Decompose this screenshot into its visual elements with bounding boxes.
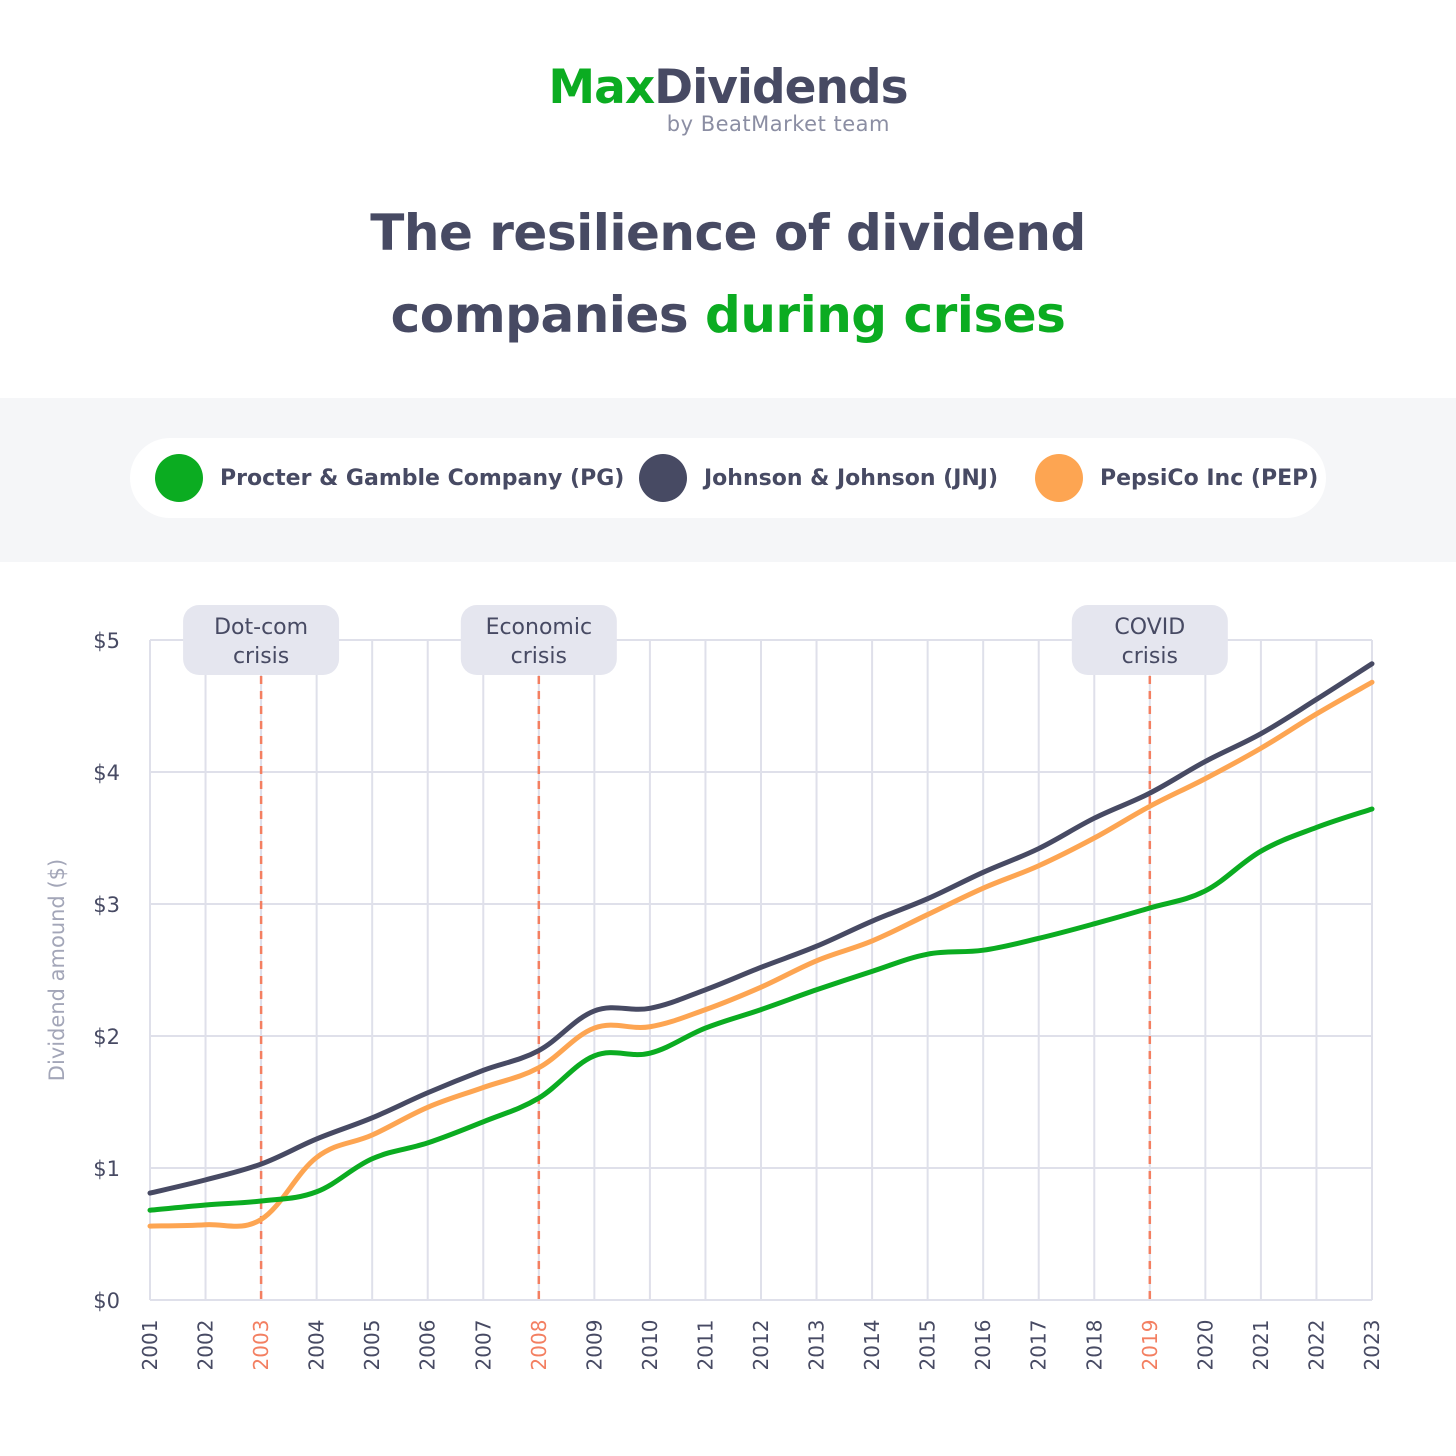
series-line [147, 806, 1375, 1213]
legend-label-jnj: Johnson & Johnson (JNJ) [704, 465, 999, 491]
x-tick-label: 2012 [749, 1320, 773, 1371]
legend-item-pep: PepsiCo Inc (PEP) [1035, 454, 1318, 502]
legend-item-pg: Procter & Gamble Company (PG) [155, 454, 624, 502]
x-tick-label: 2022 [1304, 1320, 1328, 1371]
x-tick-label: 2010 [638, 1320, 662, 1371]
x-tick-label: 2014 [860, 1320, 884, 1371]
crisis-label-line1: Economic [486, 615, 593, 640]
brand-subtitle: by BeatMarket team [666, 112, 890, 136]
crisis-label-box [1071, 605, 1228, 675]
brand-name-accent: Max [548, 60, 655, 115]
legend-item-jnj: Johnson & Johnson (JNJ) [639, 454, 998, 502]
crisis-label-line1: Dot-com [214, 615, 308, 640]
x-tick-label: 2020 [1193, 1320, 1217, 1371]
crisis-label-box [183, 605, 340, 675]
x-tick-label: 2009 [582, 1320, 606, 1371]
x-tick-label: 2017 [1027, 1320, 1051, 1371]
y-tick-label: $4 [93, 761, 120, 785]
series-line [147, 679, 1375, 1229]
legend-dot-pep [1035, 454, 1083, 502]
x-tick-label: 2003 [249, 1320, 273, 1371]
legend: Procter & Gamble Company (PG) Johnson & … [130, 438, 1326, 518]
y-tick-label: $3 [93, 893, 120, 917]
y-tick-label: $5 [93, 629, 120, 653]
title-line-2: companies during crises [0, 274, 1456, 356]
x-tick-label: 2019 [1138, 1320, 1162, 1371]
series-line [147, 661, 1375, 1196]
x-tick-label: 2005 [360, 1320, 384, 1371]
x-tick-label: 2008 [527, 1320, 551, 1371]
x-tick-label: 2015 [916, 1320, 940, 1371]
x-tick-label: 2001 [138, 1320, 162, 1371]
crisis-label-line2: crisis [1122, 644, 1178, 669]
x-tick-label: 2007 [471, 1320, 495, 1371]
y-tick-label: $0 [93, 1289, 120, 1313]
x-tick-label: 2004 [305, 1320, 329, 1371]
x-tick-label: 2006 [416, 1320, 440, 1371]
brand-logo: MaxDividends [0, 60, 1456, 116]
y-tick-label: $1 [93, 1157, 120, 1181]
y-tick-label: $2 [93, 1025, 120, 1049]
y-axis-label: Dividend amound ($) [45, 859, 69, 1081]
x-tick-label: 2018 [1082, 1320, 1106, 1371]
legend-label-pep: PepsiCo Inc (PEP) [1100, 465, 1319, 491]
crisis-label-box [460, 605, 617, 675]
title-line-2-main: companies [390, 286, 706, 344]
crisis-label-line2: crisis [511, 644, 567, 669]
legend-dot-jnj [639, 454, 687, 502]
x-tick-label: 2023 [1360, 1320, 1384, 1371]
x-tick-label: 2011 [693, 1320, 717, 1371]
legend-label-pg: Procter & Gamble Company (PG) [220, 465, 625, 491]
page-title: The resilience of dividend companies dur… [0, 192, 1456, 356]
legend-band: Procter & Gamble Company (PG) Johnson & … [0, 398, 1456, 562]
legend-dot-pg [155, 454, 203, 502]
x-tick-label: 2021 [1249, 1320, 1273, 1371]
crisis-label-line1: COVID [1114, 615, 1185, 640]
title-line-2-accent: during crises [705, 286, 1066, 344]
x-tick-label: 2002 [194, 1320, 218, 1371]
brand-name-main: Dividends [654, 60, 908, 115]
title-line-1: The resilience of dividend [370, 204, 1086, 262]
x-tick-label: 2016 [971, 1320, 995, 1371]
x-tick-label: 2013 [805, 1320, 829, 1371]
crisis-label-line2: crisis [233, 644, 289, 669]
